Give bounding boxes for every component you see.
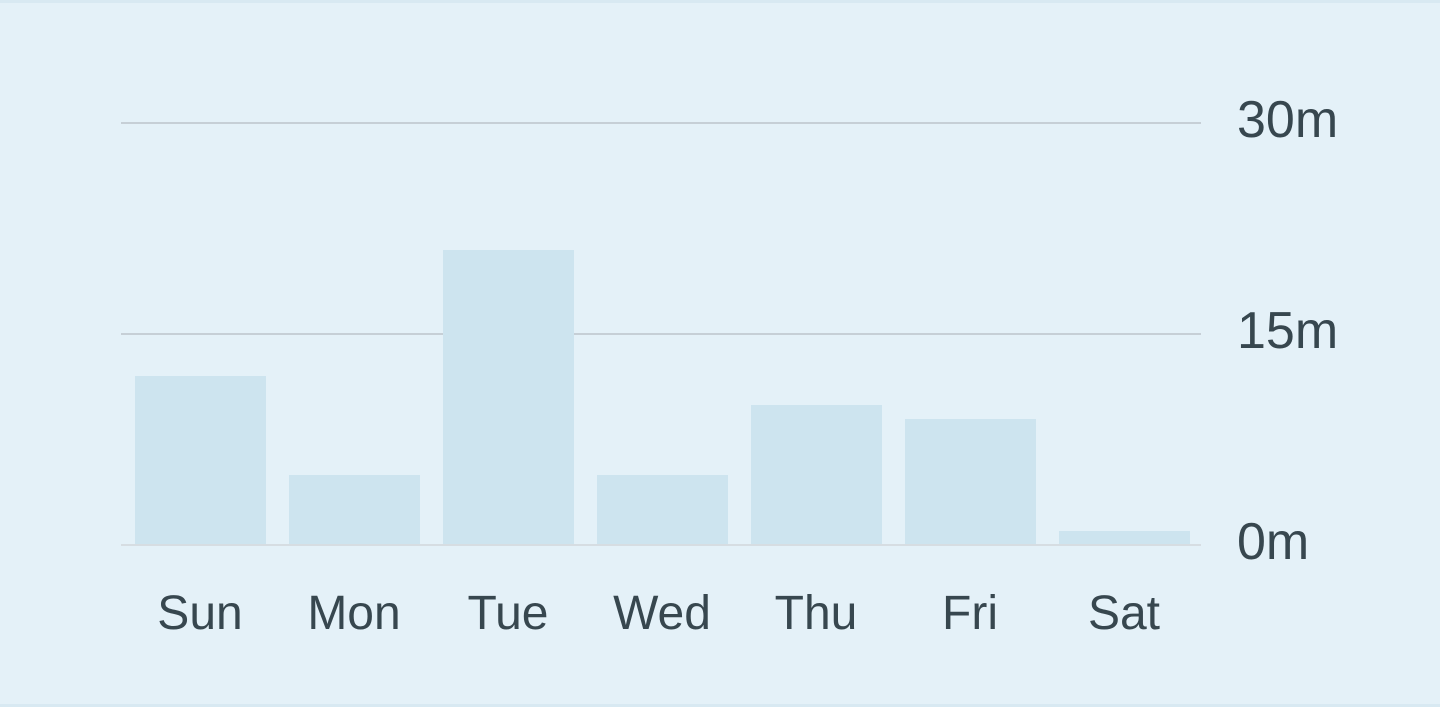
xaxis-label-fri: Fri	[942, 587, 998, 640]
xaxis-label-thu: Thu	[774, 587, 858, 640]
gridline-30m	[121, 122, 1201, 124]
ytick-label-30m: 30m	[1237, 91, 1339, 149]
xaxis-label-sun: Sun	[157, 587, 243, 640]
top-edge-divider	[0, 0, 1440, 3]
gridline-15m	[121, 333, 1201, 335]
xaxis-label-wed: Wed	[613, 587, 711, 640]
bar-sun[interactable]	[134, 376, 266, 544]
gridline-0m	[121, 544, 1201, 546]
ytick-label-15m: 15m	[1237, 302, 1339, 360]
bar-mon[interactable]	[288, 475, 420, 544]
bar-wed[interactable]	[596, 475, 728, 544]
xaxis-label-tue: Tue	[467, 587, 549, 640]
bottom-edge-divider	[0, 704, 1440, 707]
bar-sat[interactable]	[1058, 531, 1190, 544]
xaxis-label-mon: Mon	[307, 587, 401, 640]
xaxis-label-sat: Sat	[1087, 587, 1161, 640]
bar-fri[interactable]	[904, 419, 1036, 544]
bar-tue[interactable]	[442, 250, 574, 544]
ytick-label-0m: 0m	[1237, 513, 1310, 571]
bar-thu[interactable]	[750, 405, 882, 544]
